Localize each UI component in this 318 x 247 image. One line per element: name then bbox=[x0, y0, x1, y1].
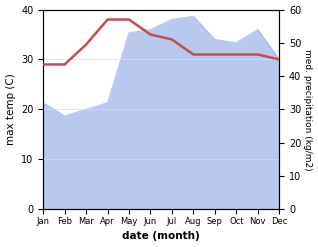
X-axis label: date (month): date (month) bbox=[122, 231, 200, 242]
Y-axis label: med. precipitation (kg/m2): med. precipitation (kg/m2) bbox=[303, 49, 313, 170]
Y-axis label: max temp (C): max temp (C) bbox=[5, 74, 16, 145]
